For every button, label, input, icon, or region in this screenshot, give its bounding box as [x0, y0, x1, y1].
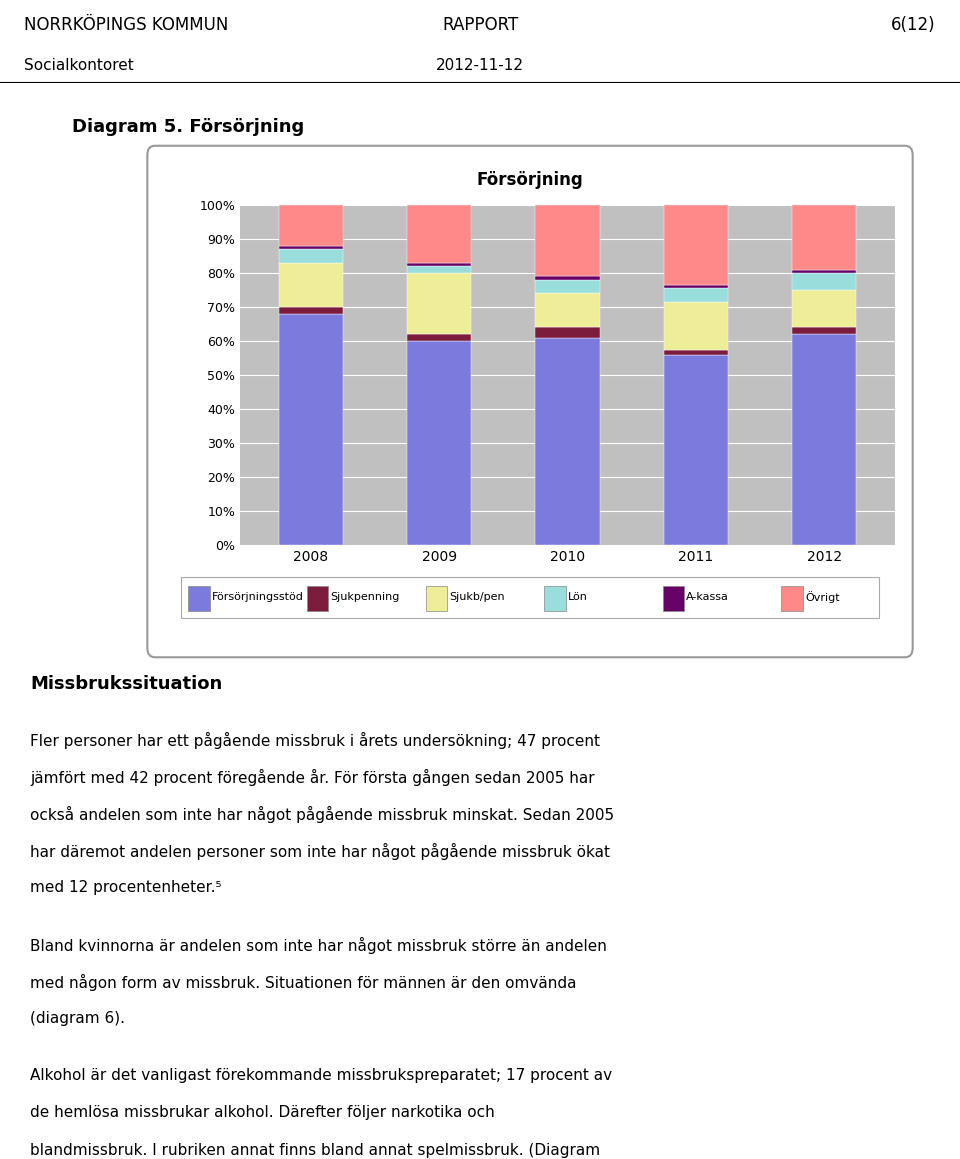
Text: NORRKÖPINGS KOMMUN: NORRKÖPINGS KOMMUN	[24, 16, 228, 34]
Bar	[663, 350, 728, 355]
Bar	[663, 285, 728, 289]
FancyBboxPatch shape	[781, 586, 803, 611]
Bar	[536, 276, 600, 279]
Text: Socialkontoret: Socialkontoret	[24, 58, 133, 73]
Bar	[536, 327, 600, 337]
FancyBboxPatch shape	[662, 586, 684, 611]
Bar	[663, 289, 728, 301]
Text: Lön: Lön	[567, 592, 588, 603]
Text: 2012-11-12: 2012-11-12	[436, 58, 524, 73]
Bar	[278, 307, 343, 314]
Bar	[792, 327, 856, 334]
Bar	[536, 293, 600, 327]
Text: också andelen som inte har något pågående missbruk minskat. Sedan 2005: också andelen som inte har något pågåend…	[30, 806, 614, 823]
Text: Fler personer har ett pågående missbruk i årets undersökning; 47 procent: Fler personer har ett pågående missbruk …	[30, 731, 600, 749]
Text: (diagram 6).: (diagram 6).	[30, 1012, 125, 1027]
Text: Sjukb/pen: Sjukb/pen	[449, 592, 505, 603]
Bar	[663, 355, 728, 545]
Bar	[536, 205, 600, 276]
Text: Övrigt: Övrigt	[804, 591, 840, 604]
Bar	[792, 274, 856, 290]
Bar	[278, 314, 343, 545]
Bar	[407, 334, 471, 341]
Bar	[407, 205, 471, 263]
Bar	[792, 290, 856, 327]
Bar	[792, 205, 856, 270]
FancyBboxPatch shape	[425, 586, 447, 611]
Text: Bland kvinnorna är andelen som inte har något missbruk större än andelen: Bland kvinnorna är andelen som inte har …	[30, 938, 607, 954]
Text: har däremot andelen personer som inte har något pågående missbruk ökat: har däremot andelen personer som inte ha…	[30, 843, 610, 860]
Bar	[278, 246, 343, 249]
Text: Försörjning: Försörjning	[476, 172, 584, 189]
Text: RAPPORT: RAPPORT	[442, 16, 518, 34]
Bar	[278, 205, 343, 246]
Text: Diagram 5. Försörjning: Diagram 5. Försörjning	[72, 118, 304, 137]
Bar	[278, 263, 343, 307]
Text: blandmissbruk. I rubriken annat finns bland annat spelmissbruk. (Diagram: blandmissbruk. I rubriken annat finns bl…	[30, 1143, 600, 1158]
Text: Sjukpenning: Sjukpenning	[330, 592, 400, 603]
Bar	[407, 341, 471, 545]
Bar	[407, 263, 471, 267]
Text: jämfört med 42 procent föregående år. För första gången sedan 2005 har: jämfört med 42 procent föregående år. Fö…	[30, 768, 594, 786]
FancyBboxPatch shape	[544, 586, 565, 611]
Bar	[407, 267, 471, 274]
Bar	[792, 334, 856, 545]
Bar	[663, 205, 728, 285]
Text: med någon form av missbruk. Situationen för männen är den omvända: med någon form av missbruk. Situationen …	[30, 975, 577, 991]
Text: Försörjningsstöd: Försörjningsstöd	[212, 592, 303, 603]
Text: 6(12): 6(12)	[892, 16, 936, 34]
FancyBboxPatch shape	[188, 586, 210, 611]
Bar	[536, 279, 600, 293]
Text: A-kassa: A-kassa	[686, 592, 730, 603]
Text: Missbrukssituation: Missbrukssituation	[30, 675, 223, 693]
FancyBboxPatch shape	[147, 146, 913, 657]
Text: med 12 procentenheter.⁵: med 12 procentenheter.⁵	[30, 881, 222, 895]
Bar	[278, 249, 343, 263]
Bar	[536, 337, 600, 545]
Text: de hemlösa missbrukar alkohol. Därefter följer narkotika och: de hemlösa missbrukar alkohol. Därefter …	[30, 1106, 494, 1121]
Bar	[407, 274, 471, 334]
Text: Alkohol är det vanligast förekommande missbrukspreparatet; 17 procent av: Alkohol är det vanligast förekommande mi…	[30, 1069, 612, 1084]
FancyBboxPatch shape	[307, 586, 328, 611]
Bar	[792, 270, 856, 274]
Bar	[663, 301, 728, 350]
